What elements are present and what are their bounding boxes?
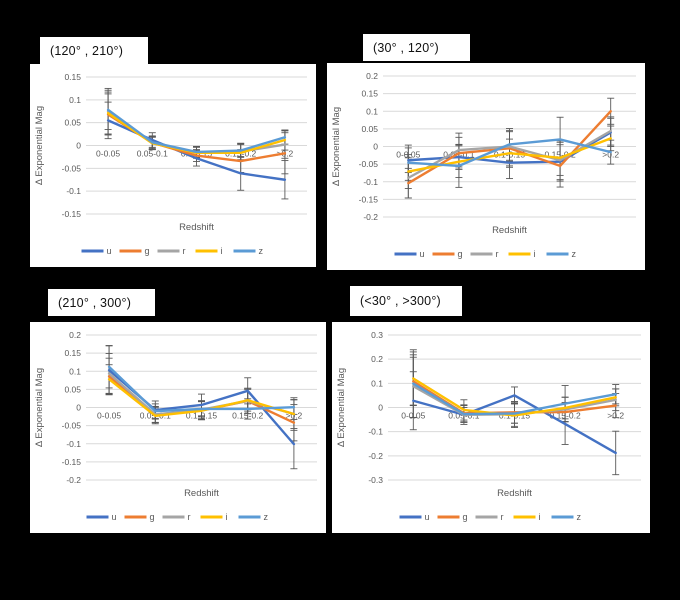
y-tick-label: -0.2 bbox=[363, 212, 378, 222]
legend-label-g: g bbox=[458, 249, 463, 259]
y-tick-label: -0.15 bbox=[62, 457, 82, 467]
y-tick-label: 0.05 bbox=[361, 124, 378, 134]
legend-label-z: z bbox=[572, 249, 577, 259]
series-line-g bbox=[407, 110, 612, 185]
x-category-label: 0-0.05 bbox=[396, 150, 420, 160]
legend-label-g: g bbox=[150, 512, 155, 522]
x-category-label: 0.15-0.2 bbox=[544, 150, 575, 160]
x-axis-title: Redshift bbox=[179, 222, 214, 233]
legend-label-u: u bbox=[420, 249, 425, 259]
legend-label-i: i bbox=[539, 512, 541, 522]
series-line-z bbox=[107, 365, 296, 413]
chart-panel-210-300: 0.2 0.15 0.1 0.05 0 -0.05 -0.1 -0.15 -0.2 Δ Expon… bbox=[30, 322, 326, 533]
x-axis-title: Redshift bbox=[492, 225, 527, 236]
y-axis-title: Δ Exponential Mag bbox=[336, 368, 347, 447]
legend-label-i: i bbox=[534, 249, 536, 259]
y-tick-label: 0 bbox=[76, 403, 81, 413]
legend-label-i: i bbox=[226, 512, 228, 522]
series-line-u bbox=[412, 394, 617, 455]
y-axis-title: Δ Exponential Mag bbox=[34, 106, 45, 185]
legend-label-u: u bbox=[112, 512, 117, 522]
legend-label-g: g bbox=[145, 246, 150, 256]
legend-label-r: r bbox=[183, 246, 186, 256]
y-tick-label: 0.2 bbox=[371, 354, 383, 364]
chart-svg-210-300: 0.20.150.10.050-0.05-0.1-0.15-0.2Δ Expon… bbox=[34, 330, 317, 522]
chart-svg-lt30-gt300: 0.3 0.2 0.1 0 -0.1 -0.2 -0.3 Δ Exponential Mag 0… bbox=[336, 330, 641, 522]
y-tick-label: -0.2 bbox=[368, 451, 383, 461]
y-tick-label: 0 bbox=[76, 141, 81, 151]
x-category-label: 0.05-0.1 bbox=[137, 149, 168, 159]
y-tick-label: 0.05 bbox=[64, 118, 81, 128]
y-tick-label: -0.1 bbox=[368, 427, 383, 437]
chart-title-210-300: (210° , 300°) bbox=[58, 295, 132, 310]
chart-title-box-120-210: (120° , 210°) bbox=[40, 37, 148, 64]
y-tick-label: 0.15 bbox=[361, 89, 378, 99]
y-tick-label: -0.1 bbox=[66, 186, 81, 196]
x-category-label: 0-0.05 bbox=[96, 149, 120, 159]
y-tick-label: -0.2 bbox=[66, 475, 81, 485]
y-tick-label: 0 bbox=[373, 142, 378, 152]
y-tick-label: 0.1 bbox=[371, 378, 383, 388]
chart-panel-lt30-gt300: 0.3 0.2 0.1 0 -0.1 -0.2 -0.3 Δ Exponential Mag 0… bbox=[332, 322, 650, 533]
x-axis-title: Redshift bbox=[497, 488, 532, 499]
x-category-label: 0.1-0.15 bbox=[494, 150, 525, 160]
legend-label-r: r bbox=[188, 512, 191, 522]
y-tick-label: 0 bbox=[378, 403, 383, 413]
x-category-label: 0-0.05 bbox=[97, 411, 121, 421]
x-category-label: 0.15-0.2 bbox=[232, 411, 263, 421]
legend-label-i: i bbox=[221, 246, 223, 256]
chart-title-120-210: (120° , 210°) bbox=[50, 43, 124, 58]
series-line-i bbox=[412, 377, 617, 417]
series-line-z bbox=[106, 108, 287, 154]
x-category-label: 0-0.05 bbox=[401, 411, 425, 421]
series-line-z bbox=[407, 138, 612, 168]
y-tick-label: 0.3 bbox=[371, 330, 383, 340]
y-tick-label: 0.1 bbox=[366, 106, 378, 116]
y-tick-label: -0.1 bbox=[66, 439, 81, 449]
y-tick-label: 0.15 bbox=[64, 72, 81, 82]
chart-svg-30-120: 0.20.150.10.050-0.05-0.1-0.15-0.2Δ Expon… bbox=[331, 71, 636, 259]
legend-label-r: r bbox=[496, 249, 499, 259]
y-axis-title: Δ Exponential Mag bbox=[331, 107, 342, 186]
y-tick-label: -0.1 bbox=[363, 177, 378, 187]
x-category-label: 0.15-0.2 bbox=[549, 411, 580, 421]
chart-title-box-lt30-gt300: (<30° , >300°) bbox=[350, 286, 462, 316]
y-tick-label: -0.05 bbox=[359, 159, 379, 169]
legend-label-z: z bbox=[259, 246, 264, 256]
y-tick-label: 0.15 bbox=[64, 348, 81, 358]
x-axis-title: Redshift bbox=[184, 488, 219, 499]
legend-label-z: z bbox=[264, 512, 269, 522]
chart-svg-120-210: 0.150.10.050-0.05-0.1-0.15Δ Exponential … bbox=[34, 72, 307, 256]
x-category-label: >0.2 bbox=[607, 411, 624, 421]
y-tick-label: 0.1 bbox=[69, 366, 81, 376]
y-tick-label: -0.15 bbox=[359, 194, 379, 204]
x-category-label: 0.1-0.15 bbox=[186, 411, 217, 421]
y-tick-label: -0.05 bbox=[62, 163, 82, 173]
y-tick-label: -0.15 bbox=[62, 209, 82, 219]
y-axis-title: Δ Exponential Mag bbox=[34, 368, 45, 447]
chart-panel-30-120: 0.2 0.15 0.1 0.05 0 -0.05 -0.1 -0.15 -0.2 Δ Expon… bbox=[327, 63, 645, 270]
series-line-i bbox=[107, 378, 296, 418]
chart-title-box-30-120: (30° , 120°) bbox=[363, 34, 470, 61]
series-line-z bbox=[412, 382, 617, 416]
chart-title-lt30-gt300: (<30° , >300°) bbox=[360, 294, 441, 308]
legend-label-u: u bbox=[107, 246, 112, 256]
y-tick-label: 0.1 bbox=[69, 95, 81, 105]
y-tick-label: 0.2 bbox=[69, 330, 81, 340]
chart-title-box-210-300: (210° , 300°) bbox=[48, 289, 155, 316]
chart-title-30-120: (30° , 120°) bbox=[373, 40, 439, 55]
legend-label-g: g bbox=[463, 512, 468, 522]
legend-label-u: u bbox=[425, 512, 430, 522]
y-tick-label: 0.2 bbox=[366, 71, 378, 81]
legend-label-z: z bbox=[577, 512, 582, 522]
y-tick-label: -0.3 bbox=[368, 475, 383, 485]
y-tick-label: 0.05 bbox=[64, 384, 81, 394]
legend-label-r: r bbox=[501, 512, 504, 522]
x-category-label: >0.2 bbox=[286, 411, 303, 421]
chart-panel-120-210: 0.15 0.1 0.05 0 -0.05 -0.1 -0.15 Δ Exponential … bbox=[30, 64, 316, 267]
y-tick-label: -0.05 bbox=[62, 421, 82, 431]
x-category-label: >0.2 bbox=[602, 150, 619, 160]
